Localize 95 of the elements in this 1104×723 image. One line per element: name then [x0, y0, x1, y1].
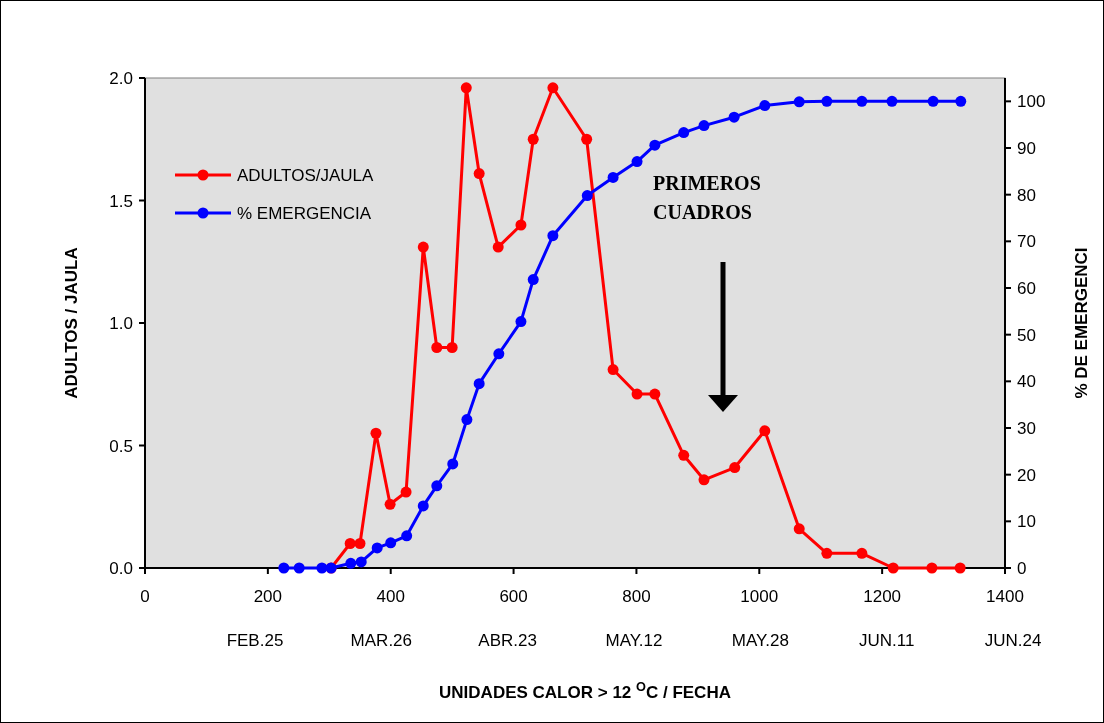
point — [649, 139, 661, 151]
text: MAR.26 — [350, 631, 413, 650]
point — [698, 474, 710, 486]
point — [492, 241, 504, 253]
y2-tick-label: 10 — [1017, 512, 1036, 532]
point — [460, 82, 472, 94]
x-tick-label: 800 — [622, 587, 651, 606]
point — [821, 95, 833, 107]
point — [759, 425, 771, 437]
point — [355, 556, 367, 568]
point — [926, 562, 938, 574]
point — [527, 133, 539, 145]
point — [728, 111, 740, 123]
y2-tick-label: 100 — [1017, 92, 1046, 112]
text: FEB.25 — [226, 631, 284, 650]
y2-tick-label: 20 — [1017, 465, 1036, 485]
point — [371, 542, 383, 554]
point — [293, 562, 305, 574]
text: ABR.23 — [478, 631, 537, 650]
y-tick-label: 1.0 — [109, 314, 133, 333]
point — [607, 171, 619, 183]
y2-tick-label: 30 — [1017, 419, 1036, 438]
x-tick-label: 1400 — [986, 587, 1024, 606]
point — [698, 120, 710, 132]
y2-tick-label: 60 — [1017, 279, 1036, 298]
point — [631, 156, 643, 168]
x-tick-label: 1000 — [740, 587, 779, 606]
point — [417, 500, 429, 512]
legend-label: ADULTOS/JAULA — [237, 166, 375, 185]
y2-tick-label: 80 — [1017, 185, 1036, 205]
point — [547, 230, 559, 242]
y-axis-title: ADULTOS / JAULA — [62, 247, 81, 399]
point — [401, 530, 413, 542]
y2-tick-label: 50 — [1017, 325, 1036, 345]
point — [631, 388, 643, 400]
text: JUN.24 — [984, 631, 1042, 650]
point — [856, 95, 868, 107]
point — [344, 538, 356, 549]
point — [354, 538, 366, 549]
point — [649, 388, 661, 400]
point — [417, 241, 429, 253]
point — [278, 562, 290, 574]
y-tick-label: 0.0 — [109, 559, 133, 578]
point — [515, 316, 527, 328]
y-tick-label: 1.5 — [109, 191, 133, 211]
point — [886, 95, 898, 107]
y-tick-label: 0.5 — [109, 436, 133, 456]
point — [384, 498, 396, 510]
point — [547, 82, 559, 94]
point — [461, 414, 473, 426]
x-tick-label: 0 — [140, 587, 150, 606]
x-tick-label: 400 — [376, 587, 405, 606]
y2-tick-label: 0 — [1017, 559, 1027, 578]
point — [431, 342, 443, 353]
point — [581, 133, 593, 145]
y2-axis-title: % DE EMERGENCI — [1072, 247, 1091, 399]
x-tick-label: 1200 — [863, 587, 902, 606]
point — [400, 486, 412, 498]
x-tick-label: 600 — [499, 587, 528, 606]
point — [493, 348, 505, 360]
point — [678, 449, 690, 461]
point — [729, 462, 741, 474]
point — [515, 219, 527, 231]
point — [370, 427, 382, 439]
point — [385, 537, 397, 549]
y2-tick-label: 70 — [1017, 232, 1036, 252]
y-tick-label: 2.0 — [109, 69, 133, 88]
point — [759, 100, 771, 112]
point — [345, 557, 357, 569]
point — [856, 547, 868, 559]
point — [607, 364, 619, 376]
point — [446, 342, 458, 353]
text: MAY.28 — [731, 631, 789, 650]
text: MAY.12 — [605, 631, 663, 650]
y2-tick-label: 90 — [1017, 139, 1036, 158]
point — [821, 547, 833, 559]
annotation: PRIMEROS CUADROS — [653, 172, 761, 223]
point — [927, 95, 939, 107]
x-axis-title: UNIDADES CALOR > 12 $^{O}$C / FECHA — [439, 678, 731, 702]
point — [954, 562, 966, 574]
point — [887, 562, 899, 574]
y2-tick-label: 40 — [1017, 372, 1036, 392]
point — [473, 378, 485, 390]
point — [527, 274, 539, 286]
x-tick-label: 200 — [253, 587, 283, 606]
point — [678, 127, 690, 139]
point — [793, 96, 805, 108]
point — [447, 458, 459, 470]
point — [431, 480, 443, 492]
text: JUN.11 — [858, 631, 915, 650]
point — [793, 523, 805, 535]
point — [581, 190, 593, 202]
point — [473, 168, 485, 180]
legend-label: % EMERGENCIA — [237, 204, 372, 223]
point — [955, 95, 967, 107]
